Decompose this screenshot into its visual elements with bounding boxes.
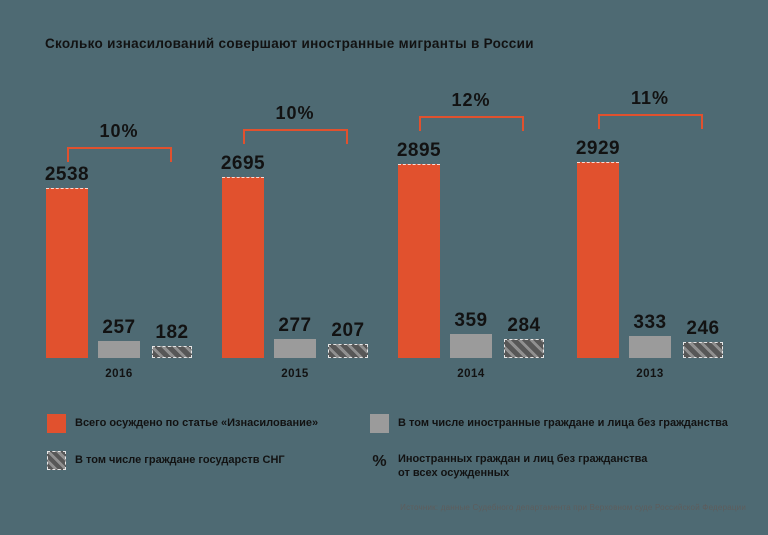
chart-title: Сколько изнасилований совершают иностран… <box>45 36 534 51</box>
value-label-total-2013: 2929 <box>575 138 621 159</box>
bracket-tick-left <box>419 117 421 131</box>
legend-label-total: Всего осуждено по статье «Изнасилование» <box>75 417 319 429</box>
legend-item-percent: % Иностранных граждан и лиц без гражданс… <box>370 452 647 480</box>
value-label-cis-2016: 182 <box>155 322 189 343</box>
total-swatch-icon <box>47 414 66 433</box>
cis-hatch-swatch-icon <box>47 451 66 470</box>
bar-cis-2013 <box>683 342 723 358</box>
percent-label-2014: 12% <box>451 90 491 110</box>
value-label-total-2015: 2695 <box>220 153 266 174</box>
bar-chart: 2538 257 182 10% 2016 2695 277 207 10% 2015 2895 35… <box>44 88 723 380</box>
year-label-2013: 2013 <box>636 368 664 380</box>
bar-total-2013 <box>577 162 619 358</box>
bracket-tick-right <box>346 130 348 144</box>
bar-total-2016 <box>46 188 88 358</box>
legend-item-foreign: В том числе иностранные граждане и лица … <box>370 414 728 433</box>
percent-label-2013: 11% <box>630 88 670 108</box>
year-label-2016: 2016 <box>105 368 133 380</box>
bar-cis-2016 <box>152 346 192 358</box>
bracket-tick-left <box>598 115 600 129</box>
legend-label-percent: Иностранных граждан и лиц без гражданств… <box>398 452 647 480</box>
foreign-swatch-icon <box>370 414 389 433</box>
value-label-total-2014: 2895 <box>396 140 442 161</box>
percent-bracket-2014 <box>419 116 524 131</box>
value-label-total-2016: 2538 <box>44 164 90 185</box>
legend-label-foreign: В том числе иностранные граждане и лица … <box>398 417 728 429</box>
value-label-cis-2014: 284 <box>507 315 541 336</box>
bar-cis-2015 <box>328 344 368 358</box>
value-label-foreign-2016: 257 <box>102 317 136 338</box>
bracket-tick-left <box>67 148 69 162</box>
bar-total-2015 <box>222 177 264 358</box>
year-label-2015: 2015 <box>281 368 309 380</box>
source-note: Источник: данные Судебного департамента … <box>400 503 746 512</box>
percent-bracket-2016 <box>67 147 172 162</box>
bracket-tick-right <box>701 115 703 129</box>
bar-cis-2014 <box>504 339 544 358</box>
value-label-foreign-2013: 333 <box>633 312 667 333</box>
legend-label-percent-line2: от всех осужденных <box>398 467 510 479</box>
percent-symbol-icon: % <box>372 453 387 470</box>
bracket-tick-left <box>243 130 245 144</box>
percent-bracket-2015 <box>243 129 348 144</box>
bracket-tick-right <box>170 148 172 162</box>
bar-foreign-2014 <box>450 334 492 358</box>
percent-bracket-2013 <box>598 114 703 129</box>
year-label-2014: 2014 <box>457 368 485 380</box>
value-label-foreign-2014: 359 <box>454 310 488 331</box>
legend-label-percent-line1: Иностранных граждан и лиц без гражданств… <box>398 453 648 465</box>
bar-foreign-2015 <box>274 339 316 358</box>
legend-label-cis: В том числе граждане государств СНГ <box>75 454 285 466</box>
bar-total-2014 <box>398 164 440 358</box>
bar-foreign-2013 <box>629 336 671 358</box>
bar-foreign-2016 <box>98 341 140 358</box>
legend-item-cis: В том числе граждане государств СНГ <box>47 451 285 470</box>
percent-label-2015: 10% <box>275 103 315 123</box>
value-label-cis-2013: 246 <box>686 318 720 339</box>
bracket-tick-right <box>522 117 524 131</box>
value-label-foreign-2015: 277 <box>278 315 312 336</box>
percent-label-2016: 10% <box>99 121 139 141</box>
value-label-cis-2015: 207 <box>331 320 365 341</box>
legend-item-total: Всего осуждено по статье «Изнасилование» <box>47 414 318 433</box>
